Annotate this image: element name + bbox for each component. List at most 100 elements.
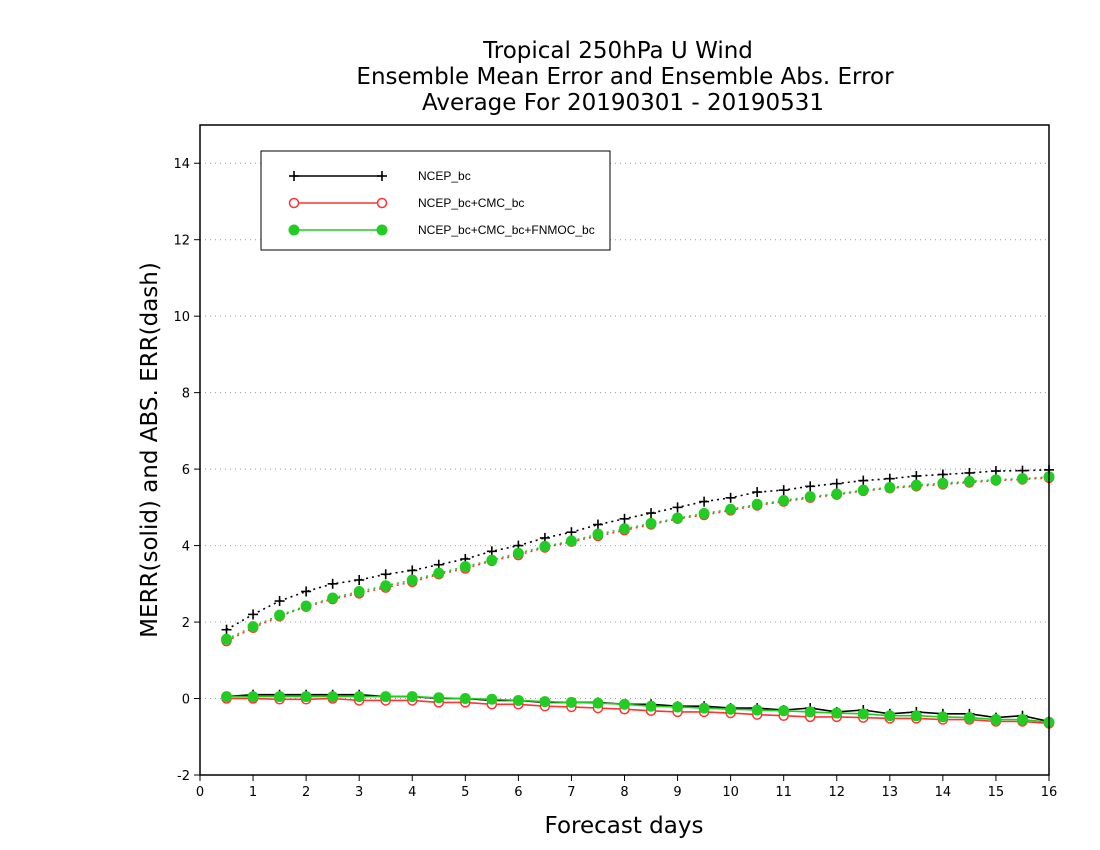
mean-error-point	[592, 697, 604, 709]
mean-error-point	[910, 710, 922, 722]
abs-error-point	[910, 479, 922, 491]
abs-error-point	[778, 494, 790, 506]
abs-error-point	[963, 475, 975, 487]
x-tick-label: 9	[673, 785, 681, 800]
x-tick-label: 14	[935, 785, 952, 800]
mean-error-point	[990, 714, 1002, 726]
y-tick-label: 10	[173, 310, 190, 325]
mean-error-point	[725, 703, 737, 715]
mean-error-point	[459, 693, 471, 705]
y-axis-label: MERR(solid) and ABS. ERR(dash)	[137, 262, 163, 638]
legend-marker	[377, 171, 387, 181]
abs-error-point	[248, 609, 259, 620]
mean-error-point	[300, 691, 312, 703]
abs-error-point	[1016, 473, 1028, 485]
legend-label: NCEP_bc+CMC_bc+FNMOC_bc	[418, 223, 595, 237]
title-line-2: Ensemble Mean Error and Ensemble Abs. Er…	[356, 64, 894, 90]
x-tick-label: 4	[408, 785, 416, 800]
legend-marker	[288, 197, 300, 209]
x-tick-label: 0	[196, 785, 204, 800]
legend: NCEP_bc NCEP_bc+CMC_bc NCEP_bc+CMC_bc+FNMO…	[260, 150, 611, 251]
abs-error-point	[804, 491, 816, 503]
series-0	[221, 464, 1054, 727]
abs-error-point	[459, 561, 471, 573]
abs-error-point	[698, 507, 710, 519]
series-2	[221, 471, 1055, 728]
abs-error-point	[937, 477, 949, 489]
mean-error-point	[406, 691, 418, 703]
abs-error-point	[274, 609, 286, 621]
legend-marker	[289, 171, 299, 181]
y-tick-label: 4	[182, 540, 190, 555]
abs-error-point	[857, 484, 869, 496]
x-tick-label: 16	[1041, 785, 1058, 800]
mean-error-point	[433, 692, 445, 704]
abs-error-point	[699, 496, 710, 507]
mean-error-point	[565, 696, 577, 708]
abs-error-point	[858, 475, 869, 486]
mean-error-point	[221, 691, 233, 703]
mean-error-point	[619, 698, 630, 710]
mean-error-point	[857, 708, 869, 720]
legend-entry: NCEP_bc+CMC_bc	[288, 196, 524, 210]
abs-error-point	[512, 547, 524, 559]
abs-error-point	[406, 574, 418, 586]
abs-error-line	[226, 469, 1050, 631]
abs-error-point	[486, 554, 498, 566]
y-tick-label: 0	[182, 693, 190, 708]
mean-error-point	[778, 705, 790, 717]
abs-error-point	[831, 488, 843, 500]
abs-error-line	[226, 477, 1050, 642]
mean-error-point	[247, 691, 259, 703]
legend-marker	[376, 197, 388, 209]
y-tick-label: 14	[173, 157, 190, 172]
abs-error-point	[592, 528, 604, 540]
x-tick-label: 6	[514, 785, 522, 800]
x-tick-label: 1	[249, 785, 257, 800]
legend-label: NCEP_bc+CMC_bc	[418, 196, 524, 210]
abs-error-point	[752, 487, 763, 498]
x-tick-label: 12	[828, 785, 845, 800]
legend-entry: NCEP_bc	[289, 169, 471, 183]
y-tick-label: 2	[182, 616, 190, 631]
mean-error-point	[274, 691, 286, 703]
mean-error-point	[937, 711, 949, 723]
abs-error-point	[805, 481, 816, 492]
mean-error-line	[226, 697, 1050, 725]
x-tick-label: 8	[620, 785, 628, 800]
y-axis-ticks: -2 0 2 4 6 8 10 12 14	[173, 157, 200, 784]
mean-error-point	[353, 691, 365, 703]
abs-error-point	[407, 565, 418, 576]
mean-error-point	[884, 710, 896, 722]
legend-marker	[376, 224, 388, 236]
abs-error-point	[247, 621, 259, 633]
abs-error-point	[778, 485, 789, 496]
abs-error-point	[911, 471, 922, 481]
mean-error-point	[486, 693, 498, 705]
abs-error-point	[884, 481, 896, 493]
x-tick-label: 13	[882, 785, 899, 800]
abs-error-point	[751, 498, 763, 510]
mean-error-point	[327, 691, 339, 703]
abs-error-point	[646, 508, 657, 519]
mean-error-point	[672, 701, 684, 713]
abs-error-point	[539, 540, 551, 552]
abs-error-point	[380, 569, 391, 580]
abs-error-point	[592, 519, 603, 530]
abs-error-point	[725, 492, 736, 503]
abs-error-point	[645, 517, 657, 529]
mean-error-point	[645, 700, 657, 712]
x-tick-label: 15	[988, 785, 1005, 800]
abs-error-point	[990, 474, 1002, 486]
mean-error-point	[1016, 714, 1028, 726]
mean-error-point	[380, 691, 392, 703]
mean-error-point	[831, 707, 843, 719]
abs-error-point	[353, 585, 365, 597]
title-line-3: Average For 20190301 - 20190531	[422, 90, 824, 116]
abs-error-point	[221, 624, 232, 635]
y-tick-label: 8	[182, 387, 190, 402]
legend-marker	[288, 224, 300, 236]
x-tick-label: 3	[355, 785, 363, 800]
abs-error-point	[725, 503, 737, 515]
abs-error-point	[619, 523, 630, 535]
